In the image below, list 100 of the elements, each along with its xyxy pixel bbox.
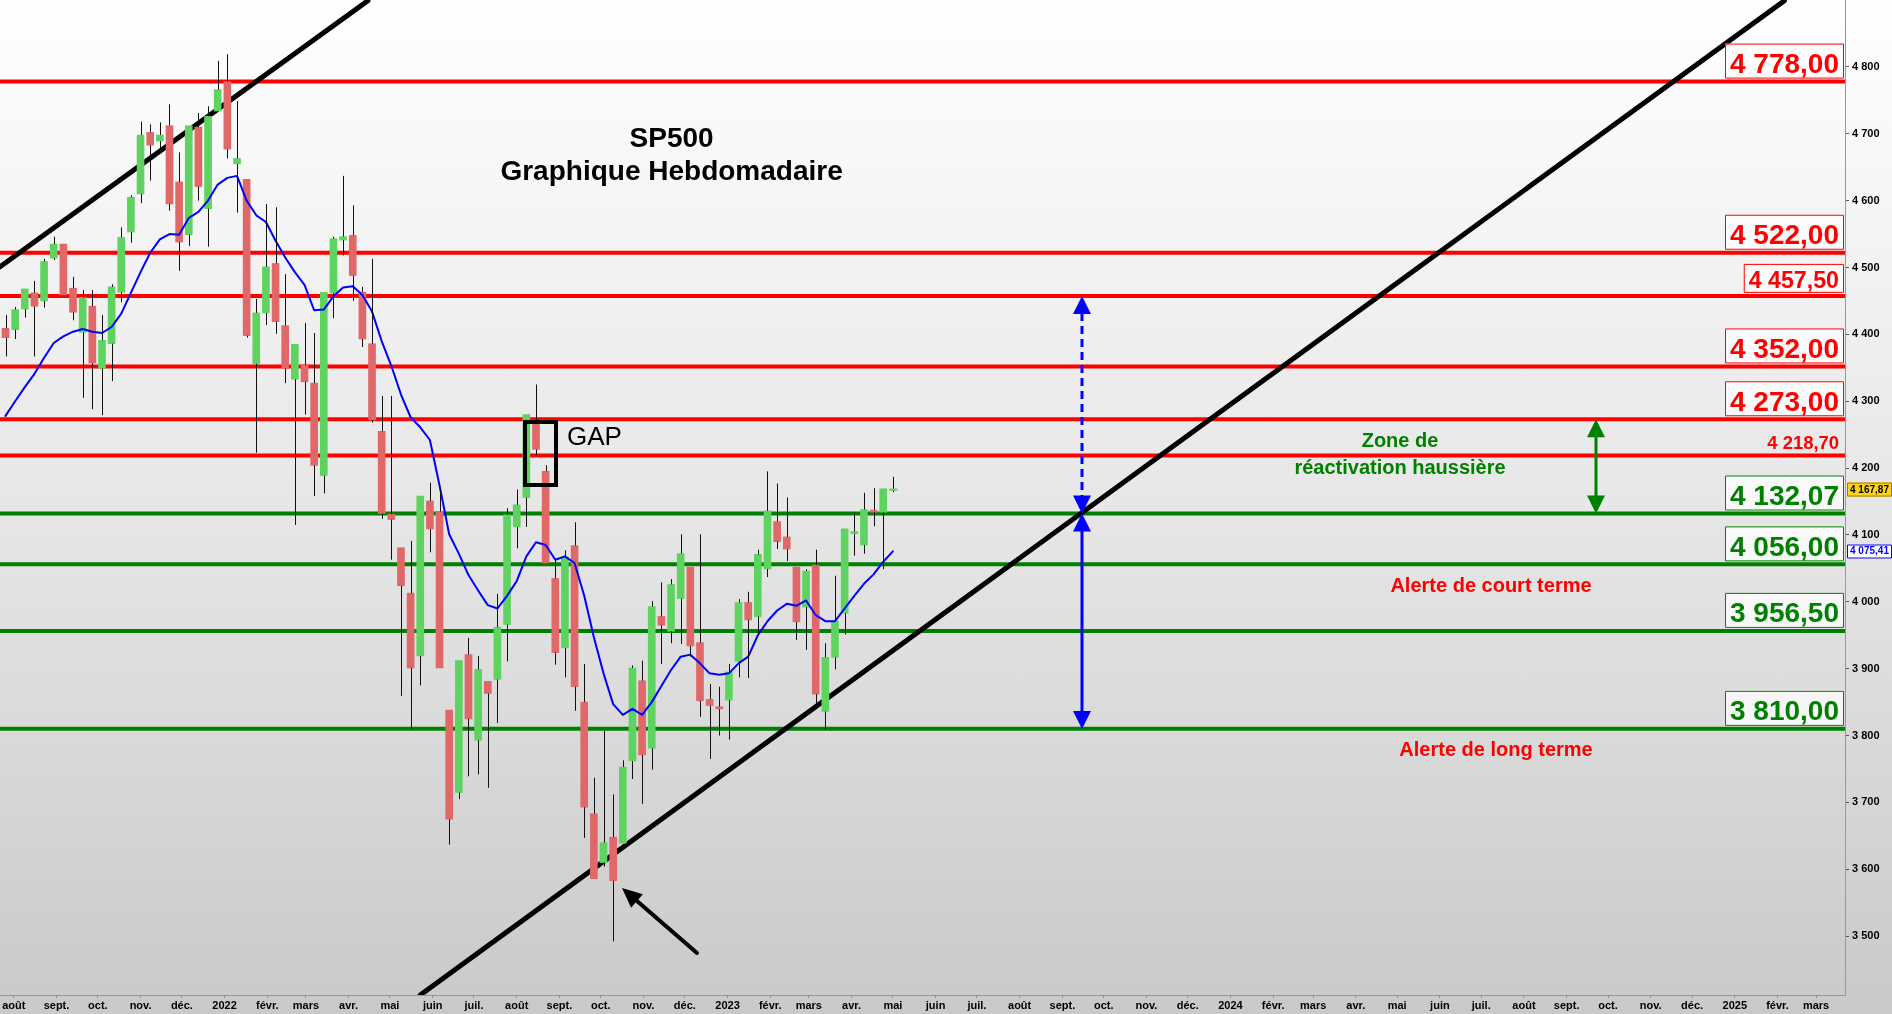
candlestick bbox=[676, 533, 685, 645]
candlestick bbox=[406, 540, 415, 730]
x-tick-label: août bbox=[1008, 998, 1032, 1011]
x-tick-label: mars bbox=[292, 998, 320, 1011]
candlestick bbox=[493, 593, 502, 724]
candlestick bbox=[551, 559, 560, 666]
x-tick-label: déc. bbox=[1176, 998, 1199, 1011]
x-tick-label: sept. bbox=[43, 998, 70, 1011]
x-tick-label: 2023 bbox=[715, 998, 740, 1011]
x-tick-label: nov. bbox=[1639, 998, 1662, 1011]
candlestick bbox=[879, 488, 888, 570]
candlestick bbox=[503, 507, 511, 662]
candlestick bbox=[821, 642, 830, 731]
ref-line-label: 3 810,00 bbox=[1730, 695, 1839, 727]
y-tick-label: 4 000 bbox=[1852, 594, 1880, 607]
annotation: Alerte de long terme bbox=[1399, 737, 1593, 760]
candlestick bbox=[638, 660, 646, 805]
candlestick bbox=[686, 566, 695, 658]
x-tick-label: 2024 bbox=[1218, 998, 1244, 1011]
candlestick bbox=[310, 332, 318, 497]
x-tick-label: déc. bbox=[170, 998, 193, 1011]
x-tick-label: oct. bbox=[88, 998, 108, 1011]
y-tick-label: 4 400 bbox=[1852, 327, 1880, 340]
candlestick bbox=[561, 549, 569, 678]
x-tick-label: oct. bbox=[590, 998, 611, 1011]
y-tick-label: 4 700 bbox=[1852, 126, 1880, 139]
x-tick-label: févr. bbox=[758, 998, 782, 1011]
ref-line-label: 4 457,50 bbox=[1748, 267, 1839, 294]
candlestick bbox=[599, 730, 608, 868]
candlestick bbox=[667, 578, 675, 644]
candlestick bbox=[831, 575, 839, 670]
y-tick-label: 3 800 bbox=[1852, 728, 1880, 741]
x-tick-label: mars bbox=[795, 998, 822, 1011]
x-tick-label: mars bbox=[1802, 998, 1830, 1011]
ref-line-label: 4 778,00 bbox=[1730, 47, 1839, 79]
candlestick bbox=[773, 482, 781, 550]
candlestick bbox=[474, 655, 482, 775]
x-tick-label: avr. bbox=[842, 998, 862, 1011]
candlestick bbox=[445, 709, 454, 846]
candlestick bbox=[811, 549, 820, 706]
candlestick bbox=[252, 298, 261, 454]
candlestick bbox=[175, 151, 183, 272]
candlestick bbox=[802, 568, 810, 651]
x-tick-label: mai bbox=[883, 998, 903, 1011]
candlestick bbox=[348, 204, 357, 302]
ref-line-label: 4 352,00 bbox=[1730, 332, 1839, 364]
candlestick bbox=[271, 206, 280, 335]
x-tick-label: déc. bbox=[1681, 998, 1704, 1011]
candlestick bbox=[744, 591, 753, 679]
candlestick bbox=[329, 236, 338, 319]
candlestick bbox=[40, 258, 48, 309]
candlestick bbox=[368, 258, 376, 424]
x-tick-label: sept. bbox=[1553, 998, 1580, 1011]
candlestick bbox=[705, 683, 714, 760]
candlestick bbox=[850, 512, 859, 557]
candlestick bbox=[416, 495, 425, 686]
candlestick bbox=[715, 686, 724, 737]
ref-line-label: 3 956,50 bbox=[1730, 597, 1839, 629]
ref-line-label: 4 132,07 bbox=[1730, 479, 1839, 511]
text: SP500 bbox=[629, 121, 714, 153]
candlestick bbox=[281, 273, 290, 384]
x-tick-label: sept. bbox=[546, 998, 573, 1011]
candlestick bbox=[532, 383, 540, 456]
candlestick bbox=[69, 276, 77, 321]
candlestick bbox=[165, 103, 174, 212]
candlestick bbox=[11, 306, 19, 340]
candlestick bbox=[869, 487, 878, 527]
candlestick bbox=[319, 291, 328, 494]
x-tick-label: oct. bbox=[1093, 998, 1114, 1011]
candlestick bbox=[233, 100, 241, 214]
candlestick bbox=[782, 497, 791, 562]
candlestick bbox=[59, 243, 68, 296]
ref-line-label: 4 273,00 bbox=[1730, 385, 1839, 417]
annotation: Alerte de court terme bbox=[1390, 573, 1592, 596]
x-tick-label: 2025 bbox=[1722, 998, 1748, 1011]
y-tick-label: 3 900 bbox=[1852, 661, 1880, 674]
candlestick bbox=[618, 759, 627, 844]
candlestick bbox=[590, 777, 598, 879]
candlestick bbox=[213, 60, 222, 112]
candlestick bbox=[734, 598, 743, 678]
y-tick-label: 4 500 bbox=[1852, 260, 1880, 273]
y-tick-label: 4 300 bbox=[1852, 394, 1880, 407]
y-tick-label: 3 700 bbox=[1852, 795, 1880, 808]
candlestick bbox=[204, 105, 212, 248]
x-tick-label: avr. bbox=[339, 998, 359, 1011]
candlestick bbox=[455, 660, 463, 800]
x-tick-label: juin bbox=[421, 998, 443, 1011]
candlestick bbox=[78, 289, 87, 399]
x-tick-label: août bbox=[2, 998, 26, 1011]
x-tick-label: août bbox=[1512, 998, 1536, 1011]
candlestick bbox=[223, 53, 232, 159]
candlestick bbox=[696, 533, 704, 718]
x-tick-label: nov. bbox=[1135, 998, 1158, 1011]
candlestick bbox=[377, 395, 386, 520]
candlestick bbox=[609, 793, 617, 943]
y-tick-label: 4 800 bbox=[1852, 59, 1880, 72]
x-tick-label: févr. bbox=[1766, 998, 1789, 1011]
text: Graphique Hebdomadaire bbox=[500, 154, 843, 186]
y-tick-label: 3 500 bbox=[1852, 929, 1880, 942]
candlestick bbox=[88, 289, 97, 410]
